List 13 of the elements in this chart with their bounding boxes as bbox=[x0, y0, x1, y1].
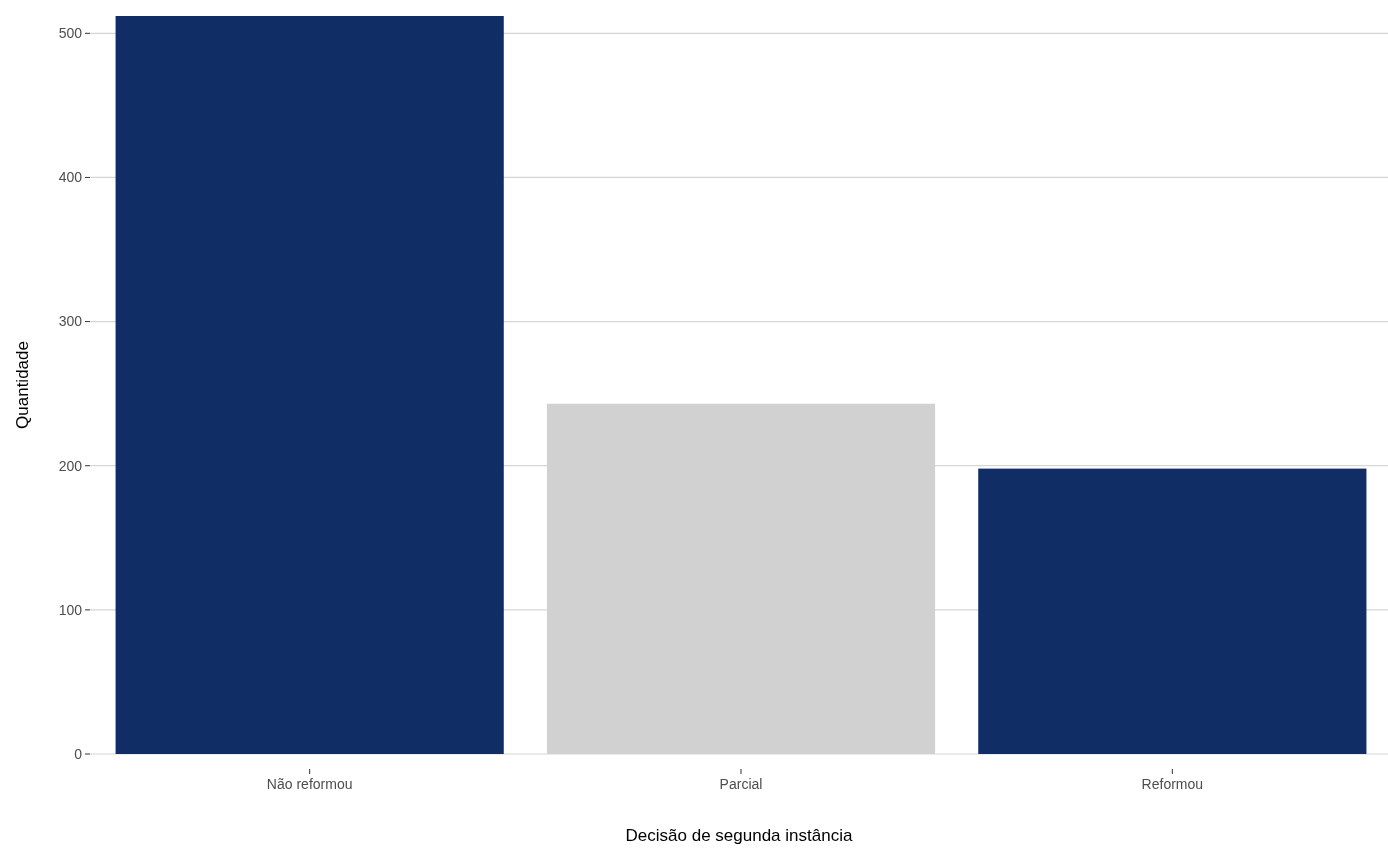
bar bbox=[978, 468, 1367, 754]
y-tick-label: 400 bbox=[58, 169, 83, 186]
x-tick-label: Parcial bbox=[719, 776, 763, 792]
y-tick-label: 0 bbox=[74, 745, 83, 762]
y-tick-label: 300 bbox=[58, 313, 83, 330]
y-tick-label: 500 bbox=[58, 25, 83, 42]
bar bbox=[115, 16, 504, 754]
y-axis-title: Quantidade bbox=[13, 341, 32, 429]
y-tick-label: 100 bbox=[58, 601, 83, 618]
y-tick-label: 200 bbox=[58, 457, 83, 474]
x-tick-label: Reformou bbox=[1141, 776, 1204, 792]
x-axis-title: Decisão de segunda instância bbox=[625, 826, 853, 845]
x-tick-label: Não reformou bbox=[266, 776, 353, 792]
